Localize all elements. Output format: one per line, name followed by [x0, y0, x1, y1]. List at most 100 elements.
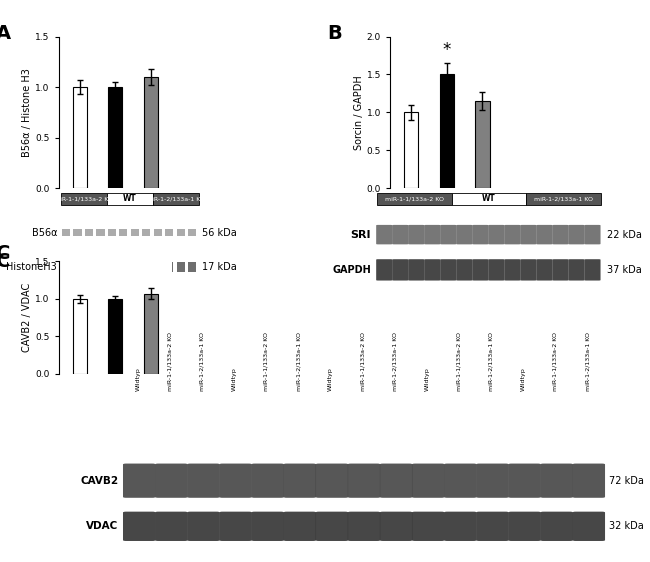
- Bar: [131, 262, 139, 271]
- Text: Wildtyp: Wildtyp: [136, 368, 140, 391]
- Bar: [188, 229, 196, 237]
- FancyBboxPatch shape: [456, 259, 473, 280]
- Y-axis label: B56α / Histone H3: B56α / Histone H3: [22, 68, 32, 157]
- Bar: [377, 193, 452, 205]
- FancyBboxPatch shape: [536, 259, 552, 280]
- FancyBboxPatch shape: [456, 225, 473, 244]
- Y-axis label: CAVB2 / VDAC: CAVB2 / VDAC: [22, 283, 32, 352]
- Bar: [475, 101, 489, 188]
- Bar: [61, 193, 107, 205]
- FancyBboxPatch shape: [540, 511, 573, 541]
- FancyBboxPatch shape: [376, 259, 393, 280]
- FancyBboxPatch shape: [424, 225, 440, 244]
- FancyBboxPatch shape: [584, 225, 601, 244]
- Text: 37 kDa: 37 kDa: [607, 265, 642, 275]
- FancyBboxPatch shape: [504, 259, 521, 280]
- FancyBboxPatch shape: [348, 511, 380, 541]
- Bar: [62, 262, 70, 271]
- Bar: [144, 293, 158, 374]
- FancyBboxPatch shape: [123, 464, 155, 498]
- Text: B56α: B56α: [32, 228, 57, 238]
- Text: miR-1-2/133a-1 KO: miR-1-2/133a-1 KO: [534, 197, 593, 201]
- Text: miR-1-1/133a-2 KO: miR-1-1/133a-2 KO: [385, 197, 444, 201]
- Bar: [131, 229, 139, 237]
- FancyBboxPatch shape: [155, 464, 188, 498]
- Text: miR-1-1/133a-2 KO: miR-1-1/133a-2 KO: [264, 332, 269, 391]
- FancyBboxPatch shape: [521, 225, 536, 244]
- FancyBboxPatch shape: [568, 259, 584, 280]
- Bar: [84, 262, 93, 271]
- Bar: [526, 193, 601, 205]
- FancyBboxPatch shape: [316, 511, 348, 541]
- Bar: [96, 229, 105, 237]
- FancyBboxPatch shape: [476, 511, 509, 541]
- Text: miR-1-2/133a-1 KO: miR-1-2/133a-1 KO: [146, 197, 205, 201]
- Text: 56 kDa: 56 kDa: [202, 228, 237, 238]
- Text: 72 kDa: 72 kDa: [609, 475, 644, 486]
- FancyBboxPatch shape: [412, 464, 445, 498]
- FancyBboxPatch shape: [573, 511, 605, 541]
- FancyBboxPatch shape: [283, 464, 316, 498]
- FancyBboxPatch shape: [552, 259, 569, 280]
- Y-axis label: Sorcin / GAPDH: Sorcin / GAPDH: [354, 75, 364, 150]
- FancyBboxPatch shape: [552, 225, 569, 244]
- FancyBboxPatch shape: [573, 464, 605, 498]
- FancyBboxPatch shape: [252, 464, 284, 498]
- Bar: [142, 262, 150, 271]
- Bar: [62, 229, 70, 237]
- FancyBboxPatch shape: [219, 464, 252, 498]
- FancyBboxPatch shape: [424, 259, 440, 280]
- FancyBboxPatch shape: [488, 225, 504, 244]
- FancyBboxPatch shape: [187, 511, 220, 541]
- FancyBboxPatch shape: [476, 464, 509, 498]
- FancyBboxPatch shape: [187, 464, 220, 498]
- Text: A: A: [0, 24, 11, 43]
- FancyBboxPatch shape: [521, 259, 536, 280]
- Text: VDAC: VDAC: [86, 522, 118, 531]
- Text: miR-1-2/133a-1 KO: miR-1-2/133a-1 KO: [585, 332, 590, 391]
- Bar: [153, 229, 162, 237]
- Bar: [107, 193, 153, 205]
- Bar: [108, 262, 116, 271]
- Bar: [153, 262, 162, 271]
- Bar: [165, 262, 174, 271]
- Text: 17 kDa: 17 kDa: [202, 262, 237, 272]
- FancyBboxPatch shape: [392, 259, 408, 280]
- Bar: [177, 262, 185, 271]
- Text: 22 kDa: 22 kDa: [607, 230, 642, 239]
- Text: Wildtyp: Wildtyp: [232, 368, 237, 391]
- Text: miR-1-1/133a-2 KO: miR-1-1/133a-2 KO: [55, 197, 113, 201]
- Text: miR-1-2/133a-1 KO: miR-1-2/133a-1 KO: [296, 332, 301, 391]
- FancyBboxPatch shape: [408, 259, 424, 280]
- Text: Wildtyp: Wildtyp: [328, 368, 333, 391]
- FancyBboxPatch shape: [488, 259, 504, 280]
- FancyBboxPatch shape: [348, 464, 380, 498]
- Text: miR-1-1/133a-2 KO: miR-1-1/133a-2 KO: [360, 332, 365, 391]
- FancyBboxPatch shape: [473, 225, 488, 244]
- FancyBboxPatch shape: [316, 464, 348, 498]
- Bar: [144, 77, 158, 188]
- Bar: [119, 229, 127, 237]
- FancyBboxPatch shape: [123, 511, 155, 541]
- Bar: [165, 229, 174, 237]
- FancyBboxPatch shape: [155, 511, 188, 541]
- FancyBboxPatch shape: [412, 511, 445, 541]
- Bar: [96, 262, 105, 271]
- FancyBboxPatch shape: [440, 259, 456, 280]
- FancyBboxPatch shape: [444, 464, 476, 498]
- FancyBboxPatch shape: [508, 464, 541, 498]
- Bar: [109, 299, 122, 374]
- Bar: [452, 193, 526, 205]
- Bar: [440, 74, 454, 188]
- FancyBboxPatch shape: [380, 464, 412, 498]
- FancyBboxPatch shape: [568, 225, 584, 244]
- Text: C: C: [0, 244, 10, 264]
- Text: miR-1-1/133a-2 KO: miR-1-1/133a-2 KO: [457, 332, 462, 391]
- FancyBboxPatch shape: [444, 511, 476, 541]
- FancyBboxPatch shape: [440, 225, 456, 244]
- FancyBboxPatch shape: [376, 225, 393, 244]
- Text: WT: WT: [123, 194, 136, 203]
- Text: miR-1-1/133a-2 KO: miR-1-1/133a-2 KO: [553, 332, 558, 391]
- Bar: [73, 262, 82, 271]
- FancyBboxPatch shape: [536, 225, 552, 244]
